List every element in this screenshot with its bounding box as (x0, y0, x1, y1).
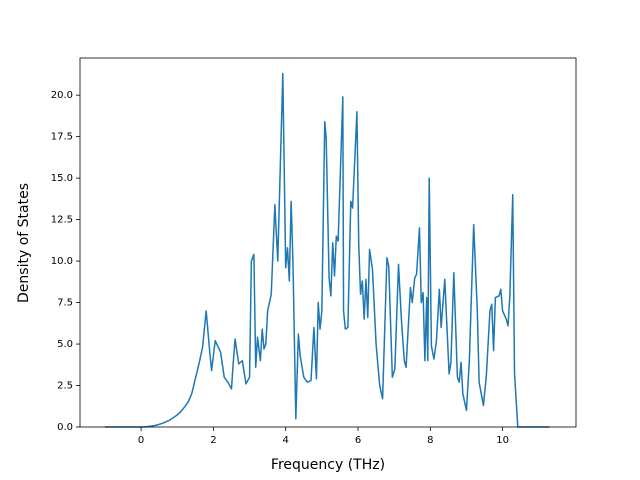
data-line (104, 72, 550, 428)
y-tick-label: 15.0 (51, 173, 73, 184)
x-tick-label: 10 (496, 435, 509, 446)
x-tick-label: 4 (283, 435, 289, 446)
y-tick-label: 2.5 (57, 381, 73, 392)
x-axis-label: Frequency (THz) (271, 457, 385, 473)
y-tick-label: 17.5 (51, 132, 73, 143)
plot-frame (79, 57, 577, 428)
y-axis-label: Density of States (16, 183, 32, 303)
y-tick-label: 5.0 (57, 339, 73, 350)
y-tick-label: 7.5 (57, 298, 73, 309)
y-tick-label: 12.5 (51, 215, 73, 226)
x-tick-label: 8 (427, 435, 433, 446)
y-tick-label: 20.0 (51, 90, 73, 101)
x-tick-label: 0 (138, 435, 144, 446)
y-tick-label: 0.0 (57, 422, 73, 433)
y-tick-label: 10.0 (51, 256, 73, 267)
x-tick-label: 2 (210, 435, 216, 446)
x-tick-label: 6 (355, 435, 361, 446)
